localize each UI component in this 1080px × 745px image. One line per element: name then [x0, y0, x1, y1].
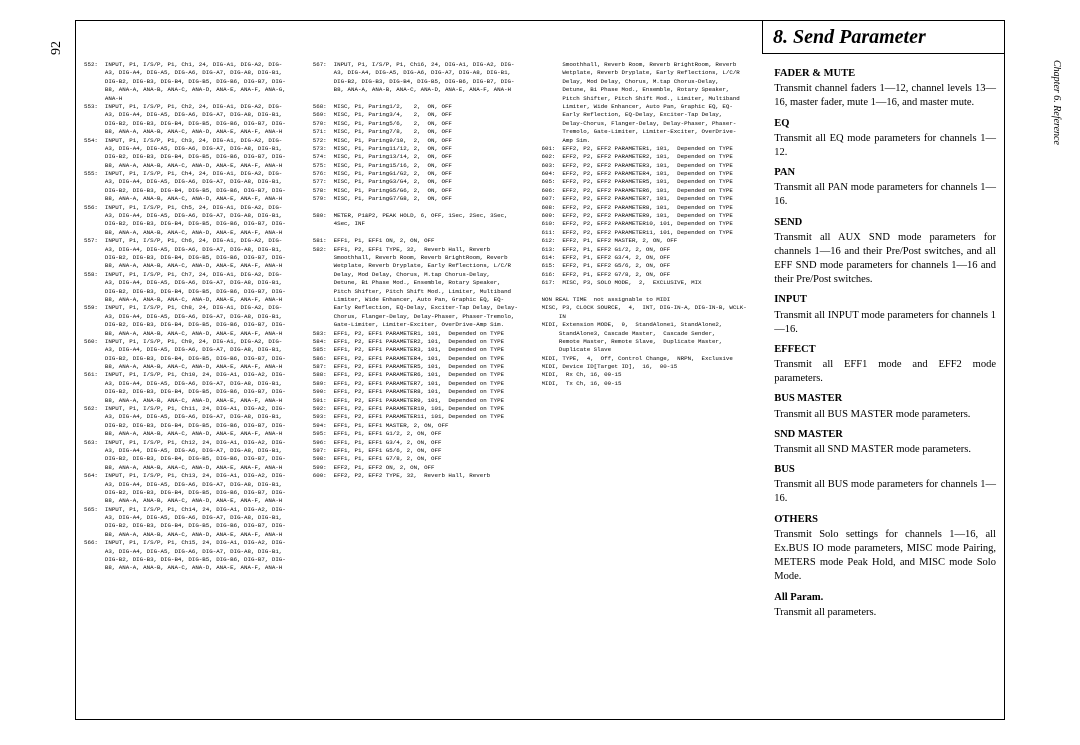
section-body: Transmit all parameters. [774, 606, 996, 620]
parameter-list-col-1: 552: INPUT, P1, I/S/P, P1, Ch1, 24, DIG-… [84, 61, 305, 711]
section-body: Transmit all EFF1 mode and EFF2 mode par… [774, 358, 996, 386]
section-body: Transmit all BUS MASTER mode parameters. [774, 408, 996, 422]
section-body: Transmit all AUX SND mode parameters for… [774, 231, 996, 288]
section-heading: BUS [774, 463, 996, 477]
parameter-list-col-3: Smoothhall, Reverb Room, Reverb BrightRo… [542, 61, 763, 711]
section-heading: OTHERS [774, 513, 996, 527]
section-body: Transmit all BUS mode parameters for cha… [774, 478, 996, 506]
section-title-box: 8. Send Parameter [762, 20, 1005, 54]
chapter-label: Chapter 6. Reference [1051, 60, 1062, 145]
content-frame: 552: INPUT, P1, I/S/P, P1, Ch1, 24, DIG-… [75, 20, 1005, 720]
section-heading: EFFECT [774, 343, 996, 357]
section-title: 8. Send Parameter [773, 26, 926, 49]
section-heading: BUS MASTER [774, 392, 996, 406]
section-heading: FADER & MUTE [774, 67, 996, 81]
section-body: Transmit all EQ mode parameters for chan… [774, 132, 996, 160]
parameter-list-col-2: 567: INPUT, P1, I/S/P, P1, Ch16, 24, DIG… [313, 61, 534, 711]
page-number: 92 [49, 41, 65, 55]
section-body: Transmit Solo settings for channels 1—16… [774, 528, 996, 585]
section-heading: SEND [774, 216, 996, 230]
section-heading: PAN [774, 166, 996, 180]
section-heading: All Param. [774, 591, 996, 605]
section-body: Transmit all PAN mode parameters for cha… [774, 181, 996, 209]
section-heading: EQ [774, 117, 996, 131]
section-heading: SND MASTER [774, 428, 996, 442]
section-body: Transmit all INPUT mode parameters for c… [774, 309, 996, 337]
section-body: Transmit channel faders 1—12, channel le… [774, 82, 996, 110]
section-heading: INPUT [774, 293, 996, 307]
description-column: FADER & MUTETransmit channel faders 1—12… [770, 61, 996, 711]
section-body: Transmit all SND MASTER mode parameters. [774, 443, 996, 457]
